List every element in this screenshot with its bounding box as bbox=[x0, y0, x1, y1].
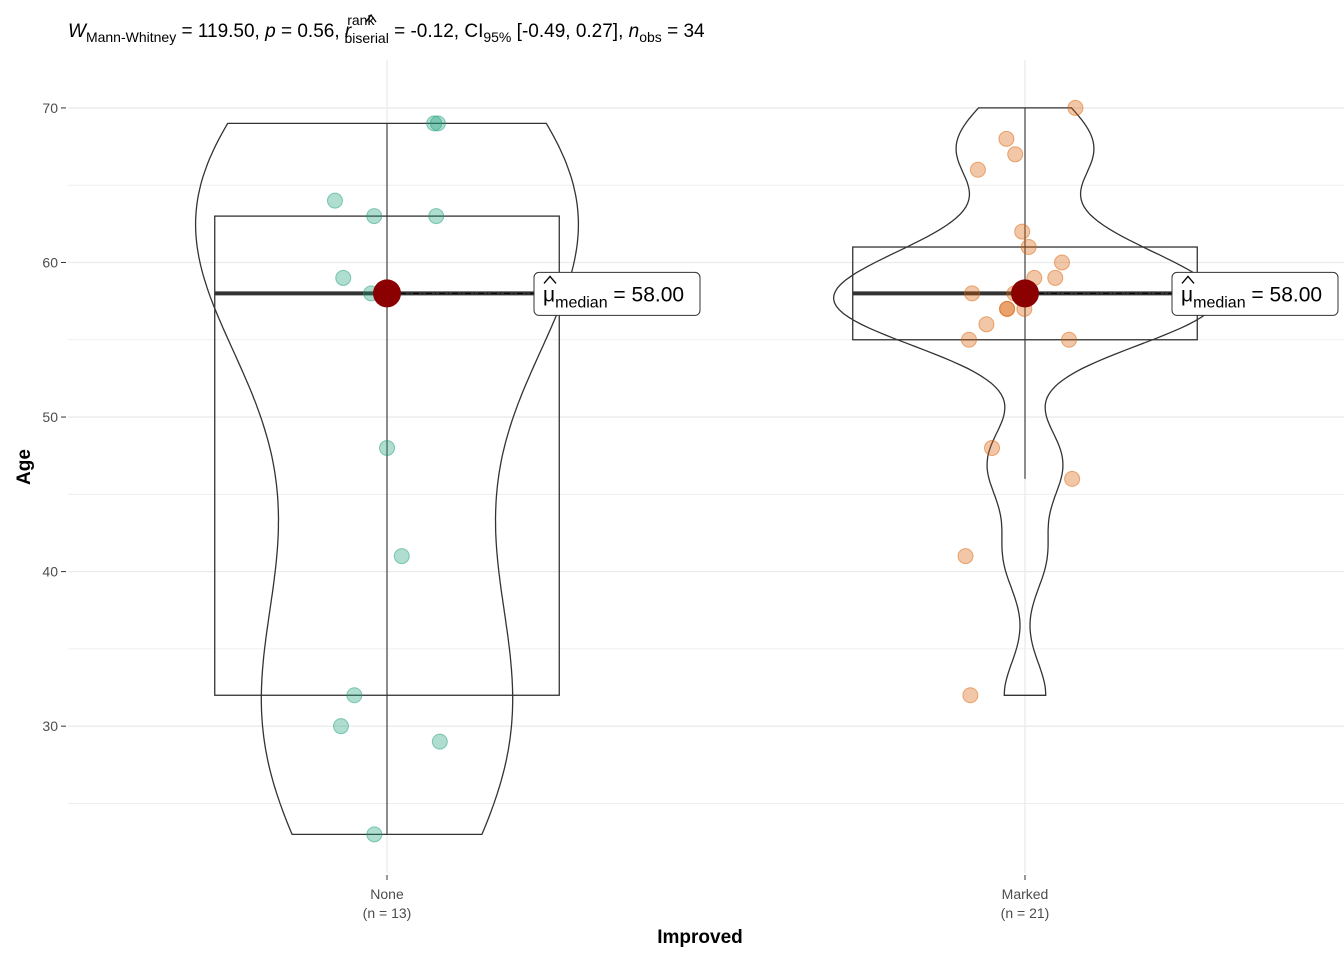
y-tick-label: 40 bbox=[42, 564, 58, 580]
data-point bbox=[431, 733, 448, 750]
violin-outline bbox=[194, 122, 580, 836]
n-symbol: n bbox=[629, 21, 640, 42]
ci-subscript: 95% bbox=[483, 29, 511, 45]
data-point bbox=[332, 718, 349, 735]
stat-subscript: Mann-Whitney bbox=[86, 29, 176, 45]
data-point bbox=[326, 192, 343, 209]
median-point bbox=[1011, 279, 1039, 308]
stat-symbol: W bbox=[68, 21, 88, 42]
data-point bbox=[335, 269, 352, 286]
gridlines bbox=[68, 60, 1344, 873]
ci-value: [-0.49, 0.27], bbox=[511, 21, 628, 42]
y-tick-label: 50 bbox=[42, 409, 58, 425]
hat-glyph bbox=[1181, 275, 1195, 284]
group-none: μmedian = 58.00 bbox=[194, 115, 701, 843]
data-point bbox=[346, 687, 363, 704]
chart-subtitle: WMann-Whitney = 119.50, p = 0.56, rrank b… bbox=[68, 12, 705, 46]
median-label: μmedian = 58.00 bbox=[1181, 283, 1322, 311]
data-point bbox=[426, 115, 443, 132]
y-axis-ticks: 30 40 50 60 70 bbox=[42, 100, 66, 734]
median-label-subscript: median bbox=[555, 294, 607, 311]
median-label-subscript: median bbox=[1193, 294, 1245, 311]
data-point bbox=[379, 439, 396, 456]
groups: μmedian = 58.00 μmedian = 58.00 bbox=[194, 99, 1339, 843]
x-tick-label: None bbox=[370, 886, 404, 902]
median-label-box bbox=[1171, 271, 1339, 316]
data-point bbox=[1061, 331, 1078, 348]
y-tick-label: 30 bbox=[42, 718, 58, 734]
data-point bbox=[1047, 269, 1064, 286]
data-point bbox=[998, 130, 1015, 147]
data-point bbox=[1020, 239, 1037, 256]
x-tick-count: (n = 13) bbox=[363, 905, 412, 921]
data-point bbox=[969, 161, 986, 178]
median-point bbox=[373, 279, 401, 308]
data-point bbox=[428, 208, 445, 225]
data-point bbox=[1014, 223, 1031, 240]
data-point bbox=[393, 548, 410, 565]
data-point bbox=[1007, 146, 1024, 163]
median-label-value: = 58.00 bbox=[608, 283, 684, 306]
median-label-symbol: μ bbox=[1181, 283, 1193, 306]
data-point bbox=[366, 208, 383, 225]
y-tick-label: 60 bbox=[42, 254, 58, 270]
y-tick-label: 70 bbox=[42, 100, 58, 116]
x-tick-count: (n = 21) bbox=[1001, 905, 1050, 921]
hat-glyph bbox=[543, 275, 557, 284]
y-axis-title: Age bbox=[14, 449, 35, 485]
data-point bbox=[1053, 254, 1070, 271]
n-value: = 34 bbox=[662, 21, 705, 42]
data-point bbox=[366, 826, 383, 843]
data-point bbox=[984, 439, 1001, 456]
effect-size-subscript: biserial bbox=[344, 30, 388, 46]
effect-size-symbol: r bbox=[345, 21, 352, 42]
data-point bbox=[1067, 99, 1084, 116]
median-label-symbol: μ bbox=[543, 283, 555, 306]
data-point bbox=[429, 115, 446, 132]
data-point bbox=[957, 548, 974, 565]
data-point bbox=[960, 331, 977, 348]
data-point bbox=[1064, 470, 1081, 487]
p-symbol: p bbox=[264, 21, 276, 42]
effect-size-value: = -0.12, CI bbox=[389, 21, 484, 42]
x-axis-title: Improved bbox=[657, 927, 743, 948]
effect-size-superscript: rank bbox=[347, 12, 375, 28]
box-body bbox=[214, 215, 560, 696]
median-label-box bbox=[533, 271, 701, 316]
x-tick-label: Marked bbox=[1002, 886, 1049, 902]
hat-glyph bbox=[365, 13, 377, 23]
stat-value: = 119.50, bbox=[176, 21, 265, 42]
p-value: = 0.56, bbox=[276, 21, 345, 42]
violin-outline bbox=[832, 107, 1218, 696]
n-subscript: obs bbox=[639, 29, 662, 45]
group-marked: μmedian = 58.00 bbox=[832, 99, 1339, 704]
data-point bbox=[978, 316, 995, 333]
data-point bbox=[964, 285, 981, 302]
data-point bbox=[999, 300, 1016, 317]
data-point bbox=[962, 687, 979, 704]
x-axis-ticks: None (n = 13) Marked (n = 21) bbox=[363, 875, 1050, 921]
median-label: μmedian = 58.00 bbox=[543, 283, 684, 311]
median-label-value: = 58.00 bbox=[1246, 283, 1322, 306]
